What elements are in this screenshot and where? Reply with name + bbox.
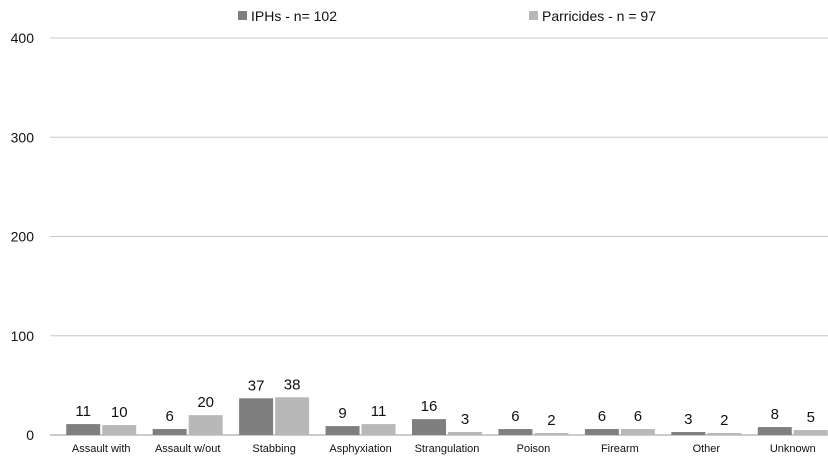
bar-iphs — [584, 429, 619, 435]
legend: IPHs - n= 102 Parricides - n = 97 — [238, 8, 656, 24]
data-label-iphs: 11 — [75, 403, 91, 420]
bar-parricides — [448, 432, 482, 435]
legend-swatch-iphs — [238, 11, 247, 20]
bar-iphs — [152, 429, 187, 435]
gridlines — [50, 37, 828, 436]
data-label-iphs: 3 — [684, 411, 692, 428]
legend-label-parricides: Parricides - n = 97 — [542, 8, 656, 24]
data-label-parricides: 38 — [284, 376, 301, 393]
bar-parricides — [361, 424, 396, 435]
bar-parricides — [620, 429, 655, 435]
data-label-iphs: 37 — [248, 377, 265, 394]
bar-parricides — [534, 433, 569, 435]
x-tick-label: Unknown — [770, 443, 816, 455]
y-axis: 0 100 200 300 400 — [11, 30, 35, 443]
y-tick-label: 100 — [11, 328, 35, 344]
bar-parricides — [793, 430, 828, 435]
bar-iphs — [671, 432, 706, 435]
bar-iphs — [325, 426, 360, 435]
x-tick-label: Stabbing — [252, 443, 295, 455]
data-label-parricides: 5 — [807, 409, 815, 426]
data-label-iphs: 16 — [421, 398, 438, 415]
data-label-parricides: 20 — [197, 394, 214, 411]
bar-parricides — [102, 425, 137, 435]
x-tick-label: Assault with — [72, 443, 131, 455]
bar-iphs — [757, 427, 792, 435]
x-tick-label: Other — [693, 443, 721, 455]
bar-iphs — [66, 424, 101, 435]
legend-label-iphs: IPHs - n= 102 — [251, 8, 337, 24]
bar-parricides — [188, 415, 223, 435]
data-labels: 11 10 6 20 37 38 9 11 16 3 6 2 6 6 3 2 8 5 — [75, 376, 815, 429]
bars — [66, 397, 828, 435]
x-axis: Assault with Assault w/out Stabbing Asphyxi… — [72, 443, 816, 455]
data-label-parricides: 2 — [547, 412, 555, 429]
y-tick-label: 300 — [11, 129, 35, 145]
x-tick-label: Asphyxiation — [329, 443, 391, 455]
data-label-parricides: 3 — [461, 411, 469, 428]
data-label-parricides: 6 — [634, 408, 642, 425]
x-tick-label: Strangulation — [415, 443, 480, 455]
bar-iphs — [412, 419, 446, 435]
legend-swatch-parricides — [529, 11, 538, 20]
data-label-iphs: 9 — [338, 405, 346, 422]
x-tick-label: Firearm — [601, 443, 639, 455]
data-label-parricides: 11 — [371, 403, 387, 420]
data-label-parricides: 10 — [111, 404, 128, 421]
bar-iphs — [239, 398, 274, 435]
data-label-iphs: 6 — [511, 408, 519, 425]
y-tick-label: 400 — [11, 30, 35, 46]
bar-parricides — [707, 433, 742, 435]
data-label-iphs: 8 — [771, 406, 779, 423]
x-tick-label: Poison — [517, 443, 551, 455]
data-label-parricides: 2 — [720, 412, 728, 429]
y-tick-label: 0 — [26, 427, 34, 443]
bar-parricides — [275, 397, 310, 435]
data-label-iphs: 6 — [165, 408, 173, 425]
x-tick-label: Assault w/out — [155, 443, 220, 455]
y-tick-label: 200 — [11, 229, 35, 245]
data-label-iphs: 6 — [598, 408, 606, 425]
bar-iphs — [498, 429, 533, 435]
